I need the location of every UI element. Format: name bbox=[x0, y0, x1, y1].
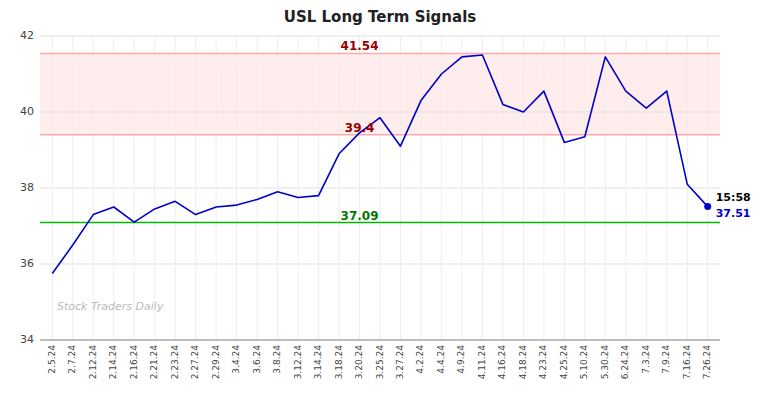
x-tick-label: 2.29.24 bbox=[211, 345, 221, 380]
title: USL Long Term Signals bbox=[284, 8, 477, 26]
x-tick-label: 4.4.24 bbox=[436, 345, 446, 374]
y-grid-line bbox=[40, 340, 720, 341]
x-grid-line bbox=[236, 36, 237, 340]
x-grid-line bbox=[605, 36, 606, 340]
x-grid-line bbox=[502, 36, 503, 340]
chart: 34 36 38 40 42 2.5.24 2.7.24 2.12.24 2.14.24 2.16… bbox=[0, 0, 784, 398]
x-grid-line bbox=[277, 36, 278, 340]
x-tick-label: 7.26.24 bbox=[702, 345, 712, 380]
x-grid-line bbox=[339, 36, 340, 340]
reference-label: 41.54 bbox=[341, 39, 379, 53]
x-grid-line bbox=[52, 36, 53, 340]
reference-line bbox=[40, 222, 720, 224]
x-tick-label: 3.14.24 bbox=[313, 345, 323, 380]
x-tick-label: 3.8.24 bbox=[272, 345, 282, 374]
x-tick-label: 2.14.24 bbox=[108, 345, 118, 380]
price-line bbox=[52, 55, 707, 274]
reference-line bbox=[40, 134, 720, 136]
end-point bbox=[704, 203, 711, 210]
x-tick-label: 2.21.24 bbox=[149, 345, 159, 380]
x-grid-line bbox=[298, 36, 299, 340]
x-grid-line bbox=[93, 36, 94, 340]
x-tick-label: 4.16.24 bbox=[497, 345, 507, 380]
x-tick-label: 2.7.24 bbox=[67, 345, 77, 374]
y-tick-label: 42 bbox=[20, 29, 34, 42]
x-tick-label: 7.9.24 bbox=[661, 345, 671, 374]
x-grid-line bbox=[420, 36, 421, 340]
x-tick-label: 3.12.24 bbox=[293, 345, 303, 380]
reference-label: 39.4 bbox=[345, 121, 375, 135]
reference-line bbox=[40, 53, 720, 55]
x-tick-label: 7.16.24 bbox=[682, 345, 692, 380]
y-tick-label: 38 bbox=[20, 181, 34, 194]
x-tick-label: 2.16.24 bbox=[129, 345, 139, 380]
x-grid-line bbox=[195, 36, 196, 340]
x-tick-label: 3.27.24 bbox=[395, 345, 405, 380]
x-tick-label: 4.25.24 bbox=[559, 345, 569, 380]
x-tick-label: 4.18.24 bbox=[518, 345, 528, 380]
x-grid-line bbox=[687, 36, 688, 340]
x-tick-label: 5.30.24 bbox=[600, 345, 610, 380]
x-grid-line bbox=[216, 36, 217, 340]
reference-label: 37.09 bbox=[341, 209, 379, 223]
x-grid-line bbox=[154, 36, 155, 340]
x-grid-line bbox=[543, 36, 544, 340]
x-grid-line bbox=[113, 36, 114, 340]
y-tick-label: 40 bbox=[20, 105, 34, 118]
x-grid-line bbox=[523, 36, 524, 340]
x-grid-line bbox=[134, 36, 135, 340]
x-grid-line bbox=[175, 36, 176, 340]
x-tick-label: 3.4.24 bbox=[231, 345, 241, 374]
x-axis-line bbox=[40, 340, 720, 341]
x-grid-line bbox=[564, 36, 565, 340]
x-grid-line bbox=[482, 36, 483, 340]
x-grid-line bbox=[441, 36, 442, 340]
x-tick-label: 6.24.24 bbox=[620, 345, 630, 380]
x-grid-line bbox=[380, 36, 381, 340]
x-tick-label: 4.9.24 bbox=[456, 345, 466, 374]
x-tick-label: 5.10.24 bbox=[579, 345, 589, 380]
end-annotation: 15:58 bbox=[716, 191, 751, 204]
watermark: Stock Traders Daily bbox=[57, 300, 164, 313]
x-grid-line bbox=[461, 36, 462, 340]
x-tick-label: 2.12.24 bbox=[88, 345, 98, 380]
series-group bbox=[52, 55, 711, 274]
x-grid-line bbox=[707, 36, 708, 340]
x-tick-label: 3.20.24 bbox=[354, 345, 364, 380]
x-tick-label: 3.18.24 bbox=[334, 345, 344, 380]
x-grid-line bbox=[318, 36, 319, 340]
y-tick-label: 36 bbox=[20, 257, 34, 270]
x-grid-line bbox=[72, 36, 73, 340]
x-grid-line bbox=[625, 36, 626, 340]
y-tick-label: 34 bbox=[20, 333, 34, 346]
x-tick-label: 4.23.24 bbox=[538, 345, 548, 380]
x-grid-line bbox=[584, 36, 585, 340]
x-grid-line bbox=[359, 36, 360, 340]
x-tick-label: 3.6.24 bbox=[252, 345, 262, 374]
end-annotation: 37.51 bbox=[716, 207, 751, 220]
x-tick-label: 2.5.24 bbox=[47, 345, 57, 374]
grid bbox=[40, 36, 720, 340]
x-tick-label: 3.25.24 bbox=[375, 345, 385, 380]
x-grid-line bbox=[400, 36, 401, 340]
x-tick-label: 7.3.24 bbox=[641, 345, 651, 374]
x-grid-line bbox=[257, 36, 258, 340]
x-tick-label: 2.23.24 bbox=[170, 345, 180, 380]
x-tick-label: 2.27.24 bbox=[190, 345, 200, 380]
x-grid-line bbox=[666, 36, 667, 340]
x-grid-line bbox=[646, 36, 647, 340]
x-tick-label: 4.11.24 bbox=[477, 345, 487, 380]
x-tick-label: 4.2.24 bbox=[415, 345, 425, 374]
